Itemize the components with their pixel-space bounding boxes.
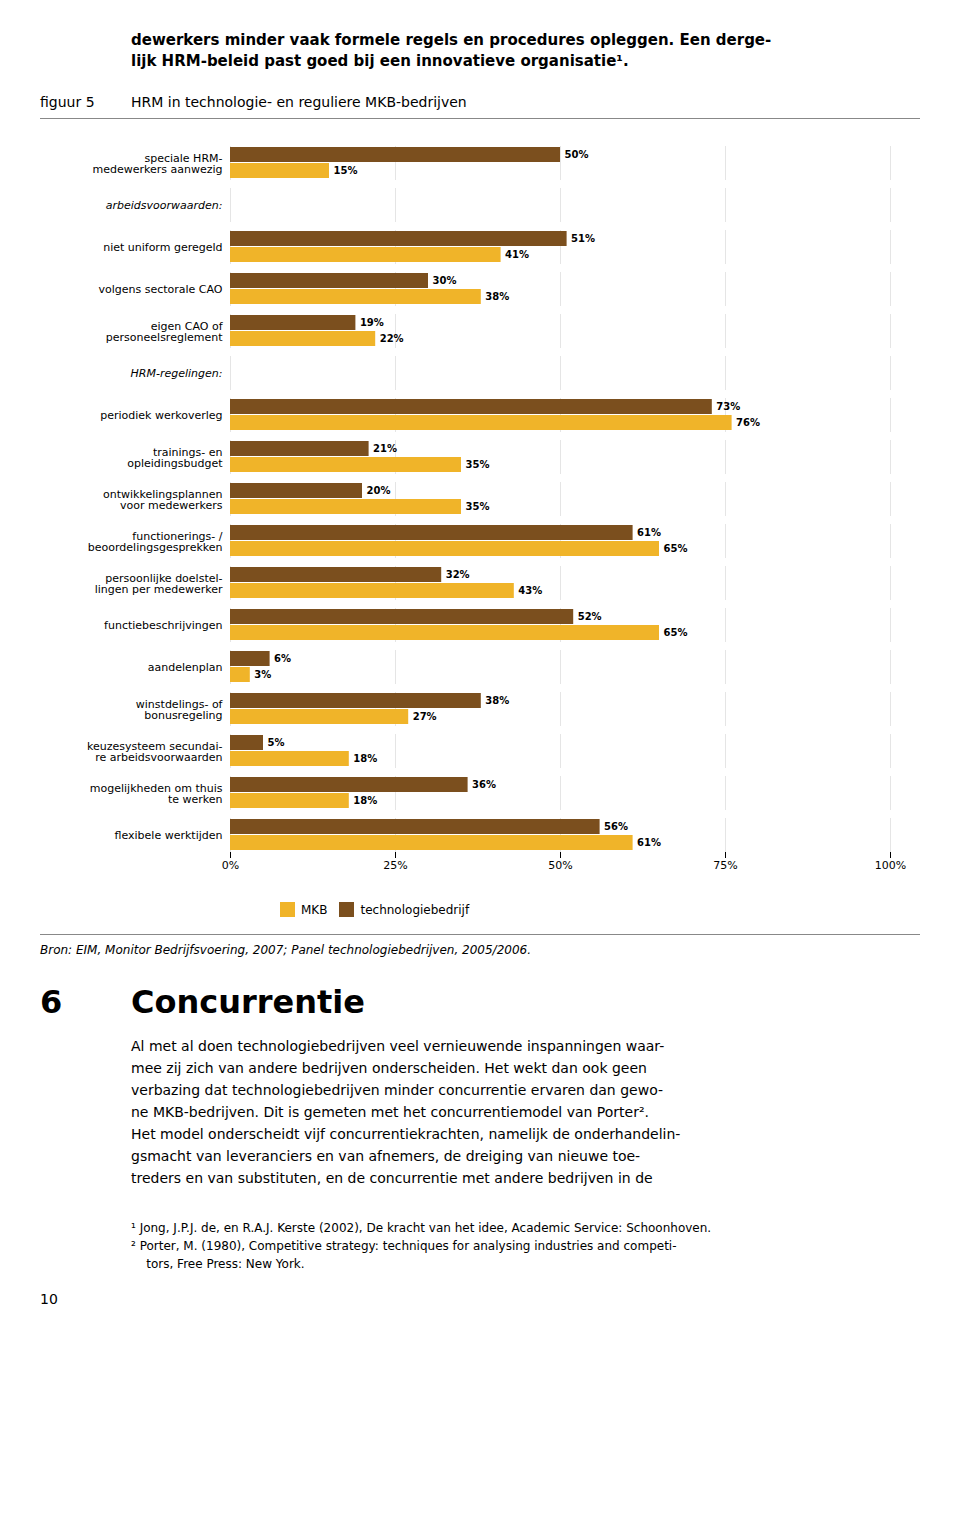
- svg-text:flexibele werktijden: flexibele werktijden: [115, 829, 223, 842]
- svg-text:100%: 100%: [875, 859, 906, 872]
- svg-text:periodiek werkoverleg: periodiek werkoverleg: [100, 409, 222, 422]
- svg-text:61%: 61%: [637, 527, 661, 538]
- svg-text:ontwikkelingsplannenvoor medew: ontwikkelingsplannenvoor medewerkers: [103, 488, 223, 512]
- html-text:10: 10: [40, 1291, 58, 1307]
- svg-text:61%: 61%: [637, 837, 661, 848]
- svg-text:eigen CAO ofpersoneelsreglemen: eigen CAO ofpersoneelsreglement: [106, 320, 224, 344]
- html-text:MKB: MKB: [301, 902, 328, 917]
- svg-text:19%: 19%: [360, 317, 384, 328]
- html-text:verbazing dat technologiebedri: verbazing dat technologiebedrijven minde…: [131, 1082, 663, 1098]
- svg-text:21%: 21%: [373, 443, 397, 454]
- html-text:ne MKB-bedrijven. Dit is gemet: ne MKB-bedrijven. Dit is gemeten met het…: [131, 1104, 649, 1120]
- html-text:tors, Free Press: New York.: tors, Free Press: New York.: [131, 1257, 305, 1271]
- html-text:¹ Jong, J.P.J. de, en R.A.J. K: ¹ Jong, J.P.J. de, en R.A.J. Kerste (200…: [131, 1221, 712, 1235]
- html-text:dewerkers minder vaak formele: dewerkers minder vaak formele regels en …: [131, 31, 772, 49]
- svg-text:38%: 38%: [485, 695, 509, 706]
- svg-text:20%: 20%: [367, 485, 391, 496]
- svg-text:22%: 22%: [380, 333, 404, 344]
- svg-text:6%: 6%: [274, 653, 291, 664]
- svg-text:15%: 15%: [334, 165, 358, 176]
- svg-text:25%: 25%: [383, 859, 407, 872]
- svg-text:43%: 43%: [518, 585, 542, 596]
- svg-text:HRM-regelingen:: HRM-regelingen:: [131, 367, 223, 380]
- svg-text:0%: 0%: [222, 859, 239, 872]
- svg-text:18%: 18%: [353, 753, 377, 764]
- svg-text:5%: 5%: [268, 737, 285, 748]
- svg-text:73%: 73%: [716, 401, 740, 412]
- html-text:treders en van substituten, en: treders en van substituten, en de concur…: [131, 1170, 653, 1186]
- svg-text:keuzesysteem secundai-re arbei: keuzesysteem secundai-re arbeidsvoorwaar…: [87, 740, 223, 764]
- svg-text:persoonlijke doelstel-lingen p: persoonlijke doelstel-lingen per medewer…: [95, 572, 223, 596]
- svg-text:18%: 18%: [353, 795, 377, 806]
- html-text:lijk HRM-beleid past goed bij: lijk HRM-beleid past goed bij een innova…: [131, 52, 629, 70]
- svg-text:functiebeschrijvingen: functiebeschrijvingen: [104, 619, 222, 632]
- svg-text:aandelenplan: aandelenplan: [148, 661, 223, 674]
- svg-text:75%: 75%: [713, 859, 737, 872]
- svg-text:mogelijkheden om thuiste werke: mogelijkheden om thuiste werken: [90, 782, 223, 806]
- svg-text:52%: 52%: [578, 611, 602, 622]
- svg-text:winstdelings- ofbonusregeling: winstdelings- ofbonusregeling: [136, 698, 224, 722]
- svg-text:56%: 56%: [604, 821, 628, 832]
- svg-text:36%: 36%: [472, 779, 496, 790]
- svg-text:3%: 3%: [254, 669, 271, 680]
- svg-text:50%: 50%: [548, 859, 572, 872]
- svg-text:arbeidsvoorwaarden:: arbeidsvoorwaarden:: [106, 199, 223, 212]
- svg-text:76%: 76%: [736, 417, 760, 428]
- html-text:HRM in technologie- en regulie: HRM in technologie- en reguliere MKB-bed…: [131, 94, 467, 110]
- html-text:figuur 5: figuur 5: [40, 94, 95, 110]
- html-text:Concurrentie: Concurrentie: [131, 983, 365, 1021]
- svg-text:32%: 32%: [446, 569, 470, 580]
- html-text:Bron: EIM, Monitor Bedrijfsvoe: Bron: EIM, Monitor Bedrijfsvoering, 2007…: [40, 943, 531, 957]
- svg-text:38%: 38%: [485, 291, 509, 302]
- svg-text:35%: 35%: [466, 459, 490, 470]
- svg-text:51%: 51%: [571, 233, 595, 244]
- svg-text:41%: 41%: [505, 249, 529, 260]
- html-text:Al met al doen technologiebedr: Al met al doen technologiebedrijven veel…: [131, 1038, 665, 1054]
- svg-text:50%: 50%: [565, 149, 589, 160]
- svg-text:speciale HRM-medewerkers aanwe: speciale HRM-medewerkers aanwezig: [92, 152, 222, 176]
- html-text:Het model onderscheidt vijf co: Het model onderscheidt vijf concurrentie…: [131, 1126, 681, 1142]
- html-text:mee zij zich van andere bedrij: mee zij zich van andere bedrijven onders…: [131, 1060, 647, 1076]
- svg-text:27%: 27%: [413, 711, 437, 722]
- svg-text:30%: 30%: [433, 275, 457, 286]
- svg-text:volgens sectorale CAO: volgens sectorale CAO: [98, 283, 222, 296]
- svg-text:functionerings- /beoordelingsg: functionerings- /beoordelingsgesprekken: [88, 530, 223, 554]
- html-text:6: 6: [40, 983, 63, 1021]
- svg-text:35%: 35%: [466, 501, 490, 512]
- html-text:gsmacht van leveranciers en va: gsmacht van leveranciers en van afnemers…: [131, 1148, 641, 1164]
- svg-text:trainings- enopleidingsbudget: trainings- enopleidingsbudget: [127, 446, 223, 470]
- html-text:technologiebedrijf: technologiebedrijf: [360, 902, 470, 917]
- html-text:² Porter, M. (1980), Competiti: ² Porter, M. (1980), Competitive strateg…: [131, 1239, 677, 1253]
- svg-text:niet uniform geregeld: niet uniform geregeld: [103, 241, 222, 254]
- svg-text:65%: 65%: [664, 543, 688, 554]
- svg-text:65%: 65%: [664, 627, 688, 638]
